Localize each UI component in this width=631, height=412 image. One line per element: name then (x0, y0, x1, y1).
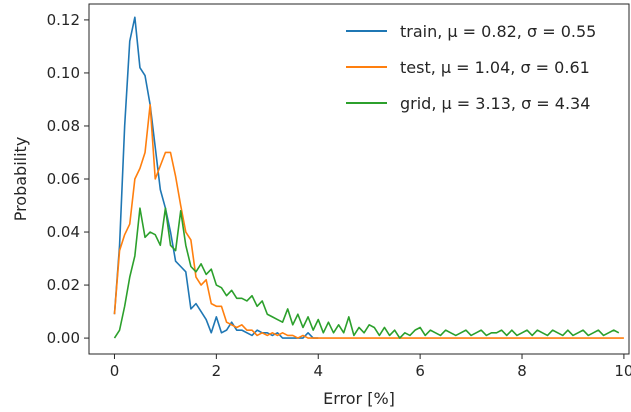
legend: train, μ = 0.82, σ = 0.55 test, μ = 1.04,… (346, 22, 596, 113)
legend-entry: test, μ = 1.04, σ = 0.61 (400, 58, 590, 77)
y-tick-label: 0.12 (47, 11, 80, 29)
y-axis: 0.00 0.02 0.04 0.06 0.08 0.10 0.12 (47, 11, 89, 347)
y-tick-label: 0.00 (47, 329, 80, 347)
x-axis: 0 2 4 6 8 10 (110, 354, 631, 380)
x-tick-label: 0 (110, 362, 120, 380)
series-lines (113, 16, 624, 339)
series-line-2 (113, 207, 620, 339)
x-tick-label: 6 (415, 362, 425, 380)
y-tick-label: 0.10 (47, 64, 80, 82)
y-axis-label: Probability (11, 137, 30, 222)
x-tick-label: 2 (212, 362, 222, 380)
y-tick-label: 0.02 (47, 276, 80, 294)
y-tick-label: 0.04 (47, 223, 80, 241)
series-line-0 (113, 16, 319, 339)
x-axis-label: Error [%] (323, 389, 395, 408)
x-tick-label: 4 (313, 362, 323, 380)
x-tick-label: 10 (614, 362, 631, 380)
y-tick-label: 0.06 (47, 170, 80, 188)
x-tick-label: 8 (517, 362, 527, 380)
plot-frame (88, 3, 630, 355)
series-line-1 (113, 103, 624, 339)
y-tick-label: 0.08 (47, 117, 80, 135)
legend-entry: grid, μ = 3.13, σ = 4.34 (400, 94, 590, 113)
legend-entry: train, μ = 0.82, σ = 0.55 (400, 22, 596, 41)
